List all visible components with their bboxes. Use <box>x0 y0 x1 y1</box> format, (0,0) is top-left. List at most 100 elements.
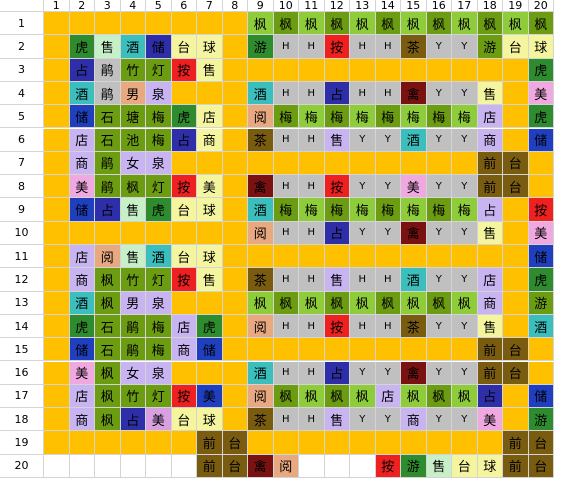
sheet-cell[interactable] <box>401 58 427 82</box>
sheet-cell[interactable]: 球 <box>197 245 223 269</box>
sheet-cell[interactable]: H <box>350 35 376 59</box>
sheet-cell[interactable] <box>44 105 70 129</box>
sheet-cell[interactable]: 梅 <box>299 105 325 129</box>
row-header[interactable]: 9 <box>0 198 44 222</box>
sheet-cell[interactable]: H <box>299 268 325 292</box>
sheet-cell[interactable]: 茶 <box>401 314 427 339</box>
sheet-cell[interactable]: 枫 <box>426 384 452 409</box>
sheet-cell[interactable]: Y <box>375 128 401 152</box>
sheet-cell[interactable]: 售 <box>324 268 350 292</box>
sheet-cell[interactable]: 枫 <box>95 384 121 409</box>
sheet-cell[interactable] <box>350 454 376 478</box>
sheet-cell[interactable]: 枫 <box>401 291 427 315</box>
sheet-cell[interactable]: 竹 <box>120 384 146 409</box>
sheet-cell[interactable] <box>324 245 350 269</box>
sheet-cell[interactable]: 枫 <box>350 384 376 409</box>
sheet-cell[interactable]: 阅 <box>248 105 274 129</box>
sheet-cell[interactable]: 美 <box>69 175 95 199</box>
sheet-cell[interactable]: 球 <box>197 408 223 432</box>
sheet-cell[interactable]: 储 <box>528 245 554 269</box>
sheet-cell[interactable]: H <box>273 175 299 199</box>
sheet-cell[interactable]: 鹃 <box>95 151 121 176</box>
sheet-cell[interactable] <box>528 151 554 176</box>
sheet-cell[interactable]: Y <box>426 128 452 152</box>
column-header[interactable]: 8 <box>222 0 248 12</box>
sheet-cell[interactable]: 梅 <box>273 198 299 222</box>
sheet-cell[interactable]: 枫 <box>324 384 350 409</box>
sheet-cell[interactable]: H <box>273 128 299 152</box>
sheet-cell[interactable]: Y <box>452 221 478 245</box>
sheet-cell[interactable]: 鹃 <box>120 314 146 339</box>
sheet-cell[interactable]: Y <box>426 35 452 59</box>
sheet-cell[interactable] <box>324 338 350 362</box>
sheet-cell[interactable]: H <box>375 35 401 59</box>
sheet-cell[interactable]: 枫 <box>324 291 350 315</box>
sheet-cell[interactable]: H <box>273 268 299 292</box>
sheet-cell[interactable]: 茶 <box>248 268 274 292</box>
sheet-cell[interactable]: 美 <box>197 175 223 199</box>
sheet-cell[interactable]: 禽 <box>401 81 427 106</box>
column-header[interactable]: 16 <box>426 0 452 12</box>
sheet-cell[interactable] <box>222 361 248 385</box>
sheet-cell[interactable]: 枫 <box>452 291 478 315</box>
sheet-cell[interactable]: 售 <box>477 81 503 106</box>
sheet-cell[interactable]: Y <box>452 408 478 432</box>
row-header[interactable]: 1 <box>0 12 44 36</box>
sheet-cell[interactable] <box>44 384 70 409</box>
sheet-cell[interactable]: 女 <box>120 361 146 385</box>
sheet-cell[interactable]: 游 <box>401 454 427 478</box>
sheet-cell[interactable] <box>350 151 376 176</box>
sheet-cell[interactable]: 枫 <box>477 12 503 36</box>
sheet-cell[interactable]: 美 <box>528 81 554 106</box>
sheet-cell[interactable]: 泉 <box>146 151 172 176</box>
sheet-cell[interactable]: 美 <box>477 408 503 432</box>
sheet-cell[interactable] <box>44 221 70 245</box>
sheet-cell[interactable]: Y <box>426 221 452 245</box>
sheet-cell[interactable]: 储 <box>69 105 95 129</box>
column-header[interactable]: 5 <box>146 0 172 12</box>
sheet-cell[interactable] <box>248 338 274 362</box>
sheet-cell[interactable] <box>222 105 248 129</box>
sheet-cell[interactable]: 台 <box>171 408 197 432</box>
sheet-cell[interactable]: 灯 <box>146 384 172 409</box>
sheet-cell[interactable]: 占 <box>324 221 350 245</box>
row-header[interactable]: 12 <box>0 268 44 292</box>
sheet-cell[interactable]: 灯 <box>146 268 172 292</box>
sheet-cell[interactable]: 占 <box>120 408 146 432</box>
sheet-cell[interactable]: H <box>375 314 401 339</box>
sheet-cell[interactable]: 枫 <box>375 291 401 315</box>
sheet-cell[interactable] <box>222 175 248 199</box>
sheet-cell[interactable]: 台 <box>503 175 529 199</box>
sheet-cell[interactable]: Y <box>375 408 401 432</box>
column-header[interactable]: 10 <box>273 0 299 12</box>
sheet-cell[interactable] <box>171 12 197 36</box>
sheet-cell[interactable]: H <box>299 35 325 59</box>
sheet-cell[interactable] <box>95 221 121 245</box>
sheet-cell[interactable] <box>222 12 248 36</box>
sheet-cell[interactable] <box>426 58 452 82</box>
sheet-cell[interactable]: 枫 <box>426 12 452 36</box>
sheet-cell[interactable]: 储 <box>69 338 95 362</box>
sheet-cell[interactable] <box>324 58 350 82</box>
sheet-cell[interactable] <box>222 291 248 315</box>
sheet-cell[interactable]: 酒 <box>146 245 172 269</box>
sheet-cell[interactable] <box>69 12 95 36</box>
sheet-cell[interactable] <box>44 314 70 339</box>
sheet-cell[interactable]: 美 <box>197 384 223 409</box>
sheet-cell[interactable] <box>375 338 401 362</box>
sheet-cell[interactable]: Y <box>452 175 478 199</box>
sheet-cell[interactable]: 商 <box>477 291 503 315</box>
column-header[interactable]: 13 <box>350 0 376 12</box>
row-header[interactable]: 6 <box>0 128 44 152</box>
sheet-cell[interactable]: 按 <box>528 198 554 222</box>
sheet-cell[interactable]: 阅 <box>273 454 299 478</box>
sheet-cell[interactable]: 枫 <box>350 291 376 315</box>
sheet-cell[interactable]: 梅 <box>350 105 376 129</box>
sheet-cell[interactable]: 枫 <box>299 12 325 36</box>
sheet-cell[interactable]: 竹 <box>120 58 146 82</box>
sheet-cell[interactable]: 枫 <box>95 268 121 292</box>
sheet-cell[interactable]: H <box>273 361 299 385</box>
sheet-cell[interactable] <box>146 221 172 245</box>
row-header[interactable]: 19 <box>0 431 44 455</box>
sheet-cell[interactable]: 商 <box>69 151 95 176</box>
